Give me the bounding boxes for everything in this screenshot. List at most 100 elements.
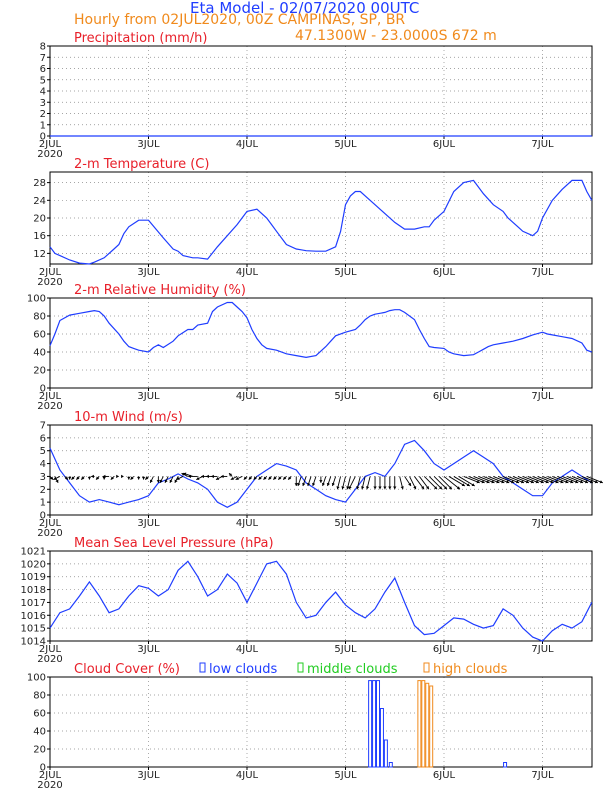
wind-arrow — [458, 476, 476, 487]
x-tick-label: 3JUL — [137, 391, 160, 402]
wind-arrow-head — [263, 476, 267, 480]
cloud-bar — [372, 680, 377, 768]
temp-panel: 12 16 20 24 28 2JUL2020 3JUL 4JUL 5JUL 6JUL 7JUL 2-… — [33, 157, 593, 288]
y-tick-label: 3 — [40, 98, 46, 109]
cloud-bar — [379, 708, 384, 768]
wind-arrow-head — [326, 482, 330, 486]
wind-arrow-head — [91, 474, 94, 479]
wind-arrow — [576, 476, 594, 484]
wind-arrow-head — [211, 474, 214, 479]
wind-arrow-head — [102, 474, 106, 479]
wind-arrow-head — [378, 486, 382, 490]
y-tick-label: 6 — [40, 433, 46, 444]
x-tick-label: 6JUL — [433, 391, 456, 402]
wind-arrow-head — [356, 486, 360, 490]
wind-arrow-head — [127, 476, 131, 480]
x-tick-label: 7JUL — [531, 139, 554, 150]
wind-arrow — [478, 476, 495, 484]
wind-arrow-head — [426, 486, 429, 490]
x-tick-label: 6JUL — [433, 267, 456, 278]
x-tick-label: 2JUL — [39, 267, 62, 278]
legend-swatch-high — [423, 662, 430, 673]
wind-arrow-head — [216, 476, 220, 480]
cloud-bar — [368, 680, 373, 768]
rh-panel: 0 20 40 60 80 100 2JUL2020 3JUL 4JUL 5JUL 6JUL 7JUL… — [27, 283, 593, 412]
x-tick-label: 3JUL — [137, 644, 160, 655]
y-tick-label: 2 — [40, 485, 46, 496]
wind-arrow-head — [159, 479, 163, 483]
wind-arrow-head — [535, 480, 539, 484]
wind-arrow — [566, 476, 584, 484]
wind-arrow-head — [448, 486, 452, 490]
y-tick-label: 80 — [33, 691, 46, 702]
wind-arrow-head — [331, 482, 335, 486]
x-tick-label: 7JUL — [531, 391, 554, 402]
wind-arrow — [463, 476, 480, 484]
wind-arrow-head — [302, 482, 306, 486]
x-tick-label: 4JUL — [236, 518, 259, 529]
wind-arrow-head — [408, 482, 411, 486]
wind-arrow-head — [575, 480, 579, 484]
legend-label-high: high clouds — [433, 662, 508, 677]
wind-arrow-head — [312, 482, 316, 486]
wind-arrow-head — [550, 480, 554, 484]
wind-arrow-head — [220, 474, 224, 479]
x-tick-label: 2JUL — [39, 139, 62, 150]
wind-arrow-head — [501, 480, 505, 484]
wind-arrow — [443, 476, 461, 490]
x-tick-label: 4JUL — [236, 770, 259, 781]
cloud-bar — [429, 685, 434, 768]
wind-arrow-head — [229, 473, 233, 477]
wind-arrow-head — [294, 483, 298, 486]
wind-arrow — [547, 476, 564, 484]
rh-title: 2-m Relative Humidity (%) — [74, 283, 246, 298]
x-tick-label: 5JUL — [334, 644, 357, 655]
wind-arrow — [473, 476, 490, 484]
x-tick-label: 4JUL — [236, 139, 259, 150]
wind-arrow-head — [96, 476, 100, 480]
wind-arrow-head — [321, 482, 325, 486]
plot-frame — [49, 297, 593, 389]
y-tick-label: 0 — [40, 763, 46, 774]
wind-arrow-head — [81, 476, 85, 480]
wind-arrow-head — [481, 480, 485, 484]
y-tick-label: 5 — [40, 75, 46, 86]
wind-arrow-head — [476, 480, 480, 484]
x-tick-label: 4JUL — [236, 644, 259, 655]
wind-arrow-head — [388, 486, 392, 490]
y-tick-label: 1016 — [21, 611, 46, 622]
y-tick-label: 0 — [40, 132, 46, 143]
y-tick-label: 7 — [40, 421, 46, 432]
wind-arrow-head — [456, 486, 460, 490]
x-tick-label: 2JUL — [39, 770, 62, 781]
wind-arrow-head — [491, 480, 495, 484]
wind-arrow-head — [253, 476, 257, 480]
y-tick-label: 1018 — [21, 585, 46, 596]
wind-arrow-head — [348, 486, 352, 490]
wind-arrow-head — [540, 480, 544, 484]
meteogram-title: Eta Model - 02/07/2020 00UTC — [190, 0, 420, 17]
wind-arrow-head — [50, 476, 54, 480]
wind-arrow — [517, 476, 535, 484]
wind-arrow-head — [366, 486, 370, 490]
y-tick-label: 3 — [40, 472, 46, 483]
y-tick-label: 4 — [40, 459, 46, 470]
wind-arrow-head — [130, 476, 134, 480]
x-tick-label: 3JUL — [137, 518, 160, 529]
wind-arrow-head — [243, 476, 247, 480]
wind-arrow-head — [443, 486, 447, 490]
wind-arrow — [493, 476, 510, 484]
wind-arrow-head — [273, 476, 277, 480]
station-coordinates: 47.1300W - 23.0000S 672 m — [295, 28, 497, 44]
wind-arrow-head — [53, 476, 57, 480]
wind-arrow-head — [438, 486, 442, 490]
wind-arrow-head — [383, 486, 387, 490]
x-tick-label: 2JUL — [39, 518, 62, 529]
wind-arrow-head — [196, 476, 200, 480]
precip-title: Precipitation (mm/h) — [74, 31, 207, 46]
mslp-series-line — [49, 560, 593, 642]
cloud-bar — [417, 680, 422, 768]
y-tick-label: 16 — [33, 231, 46, 242]
wind-arrow-head — [64, 476, 68, 480]
x-tick-year: 2020 — [37, 528, 62, 539]
